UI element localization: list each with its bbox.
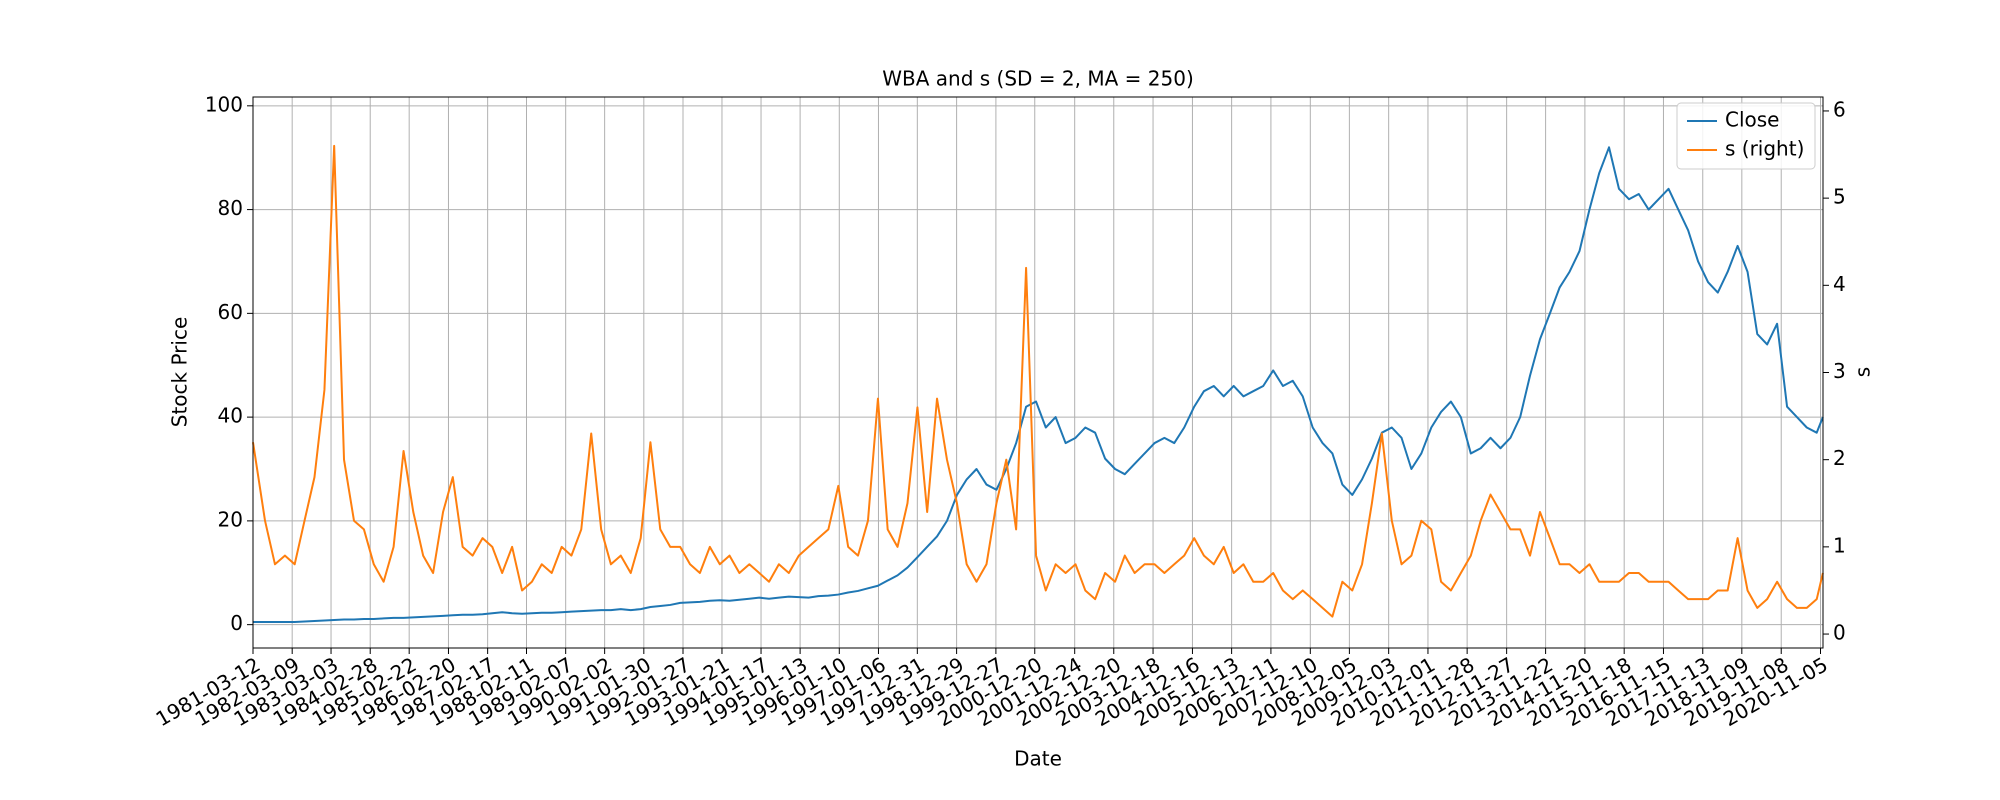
y2-tick-label: 6 — [1833, 97, 1846, 121]
y2-tick-label: 1 — [1833, 533, 1846, 557]
legend-label: s (right) — [1725, 137, 1804, 161]
plot-frame — [252, 96, 1824, 649]
y2-tick-label: 0 — [1833, 621, 1846, 645]
y-tick-label: 20 — [218, 507, 243, 531]
y2-tick-label: 4 — [1833, 272, 1846, 296]
legend-label: Close — [1725, 108, 1779, 132]
y2-axis-label: s — [1851, 367, 1875, 377]
y-tick-label: 40 — [218, 404, 243, 428]
y-axis-label: Stock Price — [168, 317, 192, 428]
y2-tick-label: 2 — [1833, 446, 1846, 470]
y2-tick-label: 5 — [1833, 185, 1846, 209]
chart-title: WBA and s (SD = 2, MA = 250) — [882, 67, 1194, 91]
y-tick-label: 80 — [218, 196, 243, 220]
y-tick-label: 0 — [230, 611, 243, 635]
legend-box — [1676, 102, 1816, 170]
y2-tick-label: 3 — [1833, 359, 1846, 383]
y-tick-label: 60 — [218, 300, 243, 324]
series-line — [253, 146, 1824, 624]
y-tick-label: 100 — [205, 92, 243, 116]
series-line — [252, 144, 1824, 618]
x-axis-label: Date — [1014, 747, 1062, 771]
